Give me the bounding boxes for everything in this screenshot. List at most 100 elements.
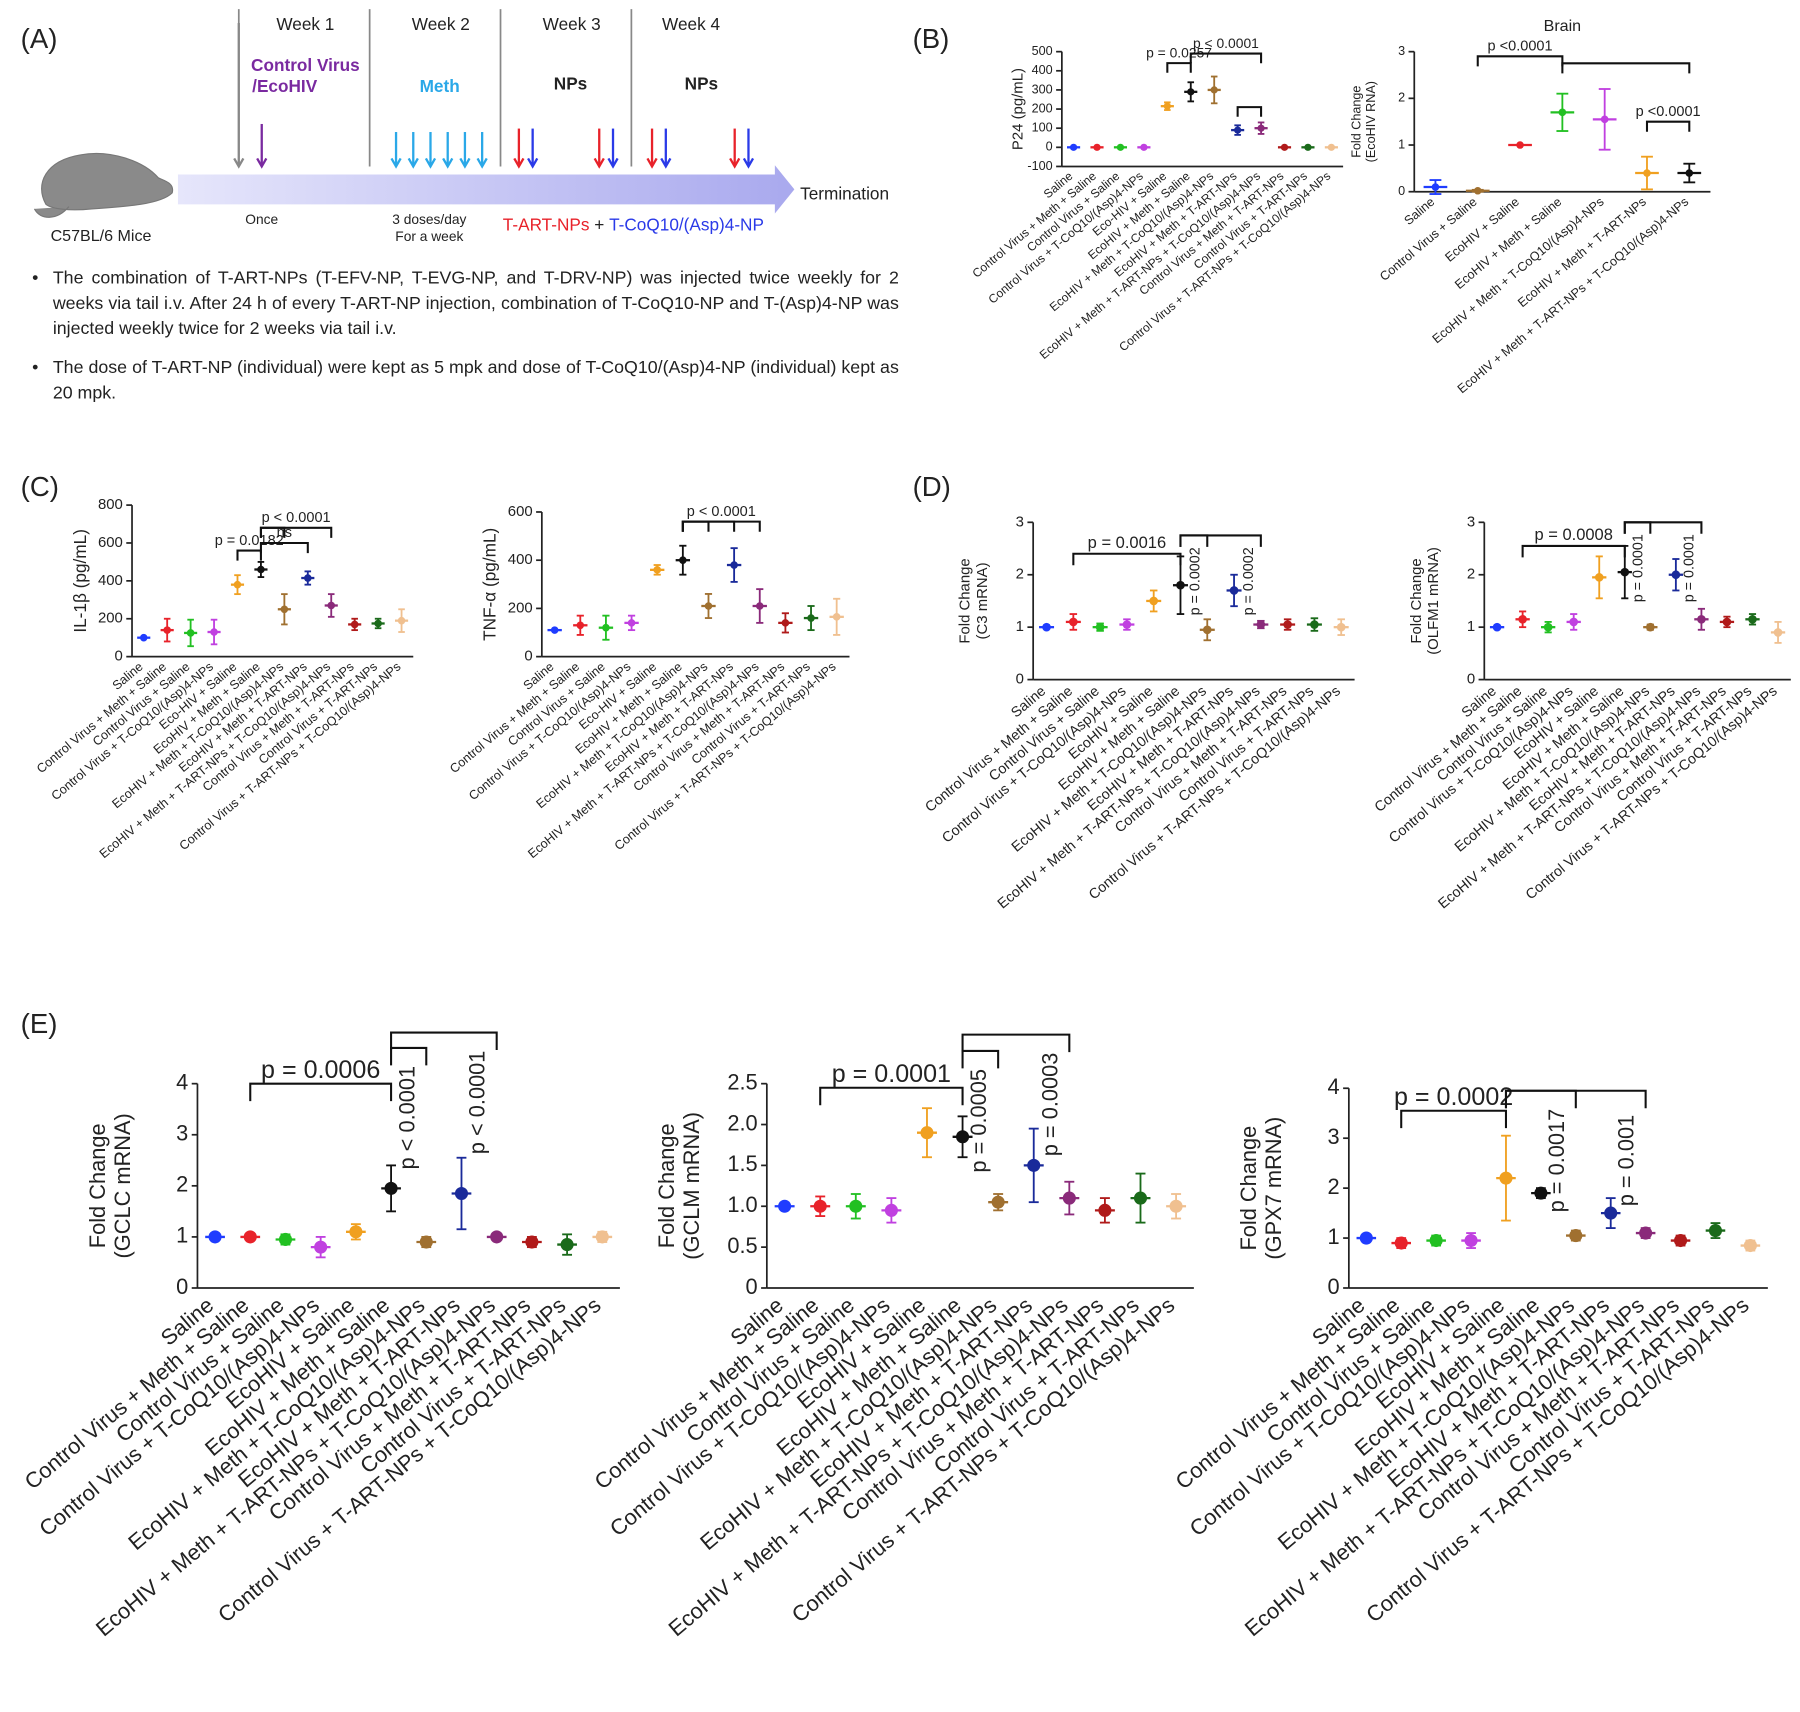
mean-dot xyxy=(832,613,841,621)
y-tick-label: 3 xyxy=(1328,1124,1340,1149)
mean-dot xyxy=(1604,1206,1618,1220)
arrow-head xyxy=(459,157,471,169)
y-tick-label: 0 xyxy=(746,1274,758,1299)
mean-dot xyxy=(278,1232,293,1247)
phase-label: /EcoHIV xyxy=(252,76,318,96)
p-value: p = 0.0001 xyxy=(1682,534,1698,602)
p-value: p = 0.0182 xyxy=(215,533,284,549)
mean-dot xyxy=(186,629,195,637)
arrow-head xyxy=(233,157,245,169)
p-value: p = 0.0002 xyxy=(1241,547,1257,615)
mean-dot xyxy=(1202,625,1212,635)
significance-bracket xyxy=(259,541,309,554)
mean-dot xyxy=(755,602,764,610)
mean-dot xyxy=(1327,143,1336,151)
y-tick-label: 200 xyxy=(508,599,533,616)
mean-dot xyxy=(1359,1231,1373,1245)
significance-bracket xyxy=(1400,1109,1508,1129)
mean-dot xyxy=(1304,143,1312,151)
mean-dot xyxy=(1149,596,1159,606)
significance-bracket xyxy=(259,526,286,538)
mean-dot xyxy=(243,1230,257,1244)
phase-label: NPs xyxy=(685,74,718,94)
significance-bracket xyxy=(681,520,736,532)
mean-dot xyxy=(163,626,171,634)
notes-list: The combination of T-ART-NPs (T-EFV-NP, … xyxy=(32,266,899,406)
arrow-head xyxy=(593,157,605,169)
y-tick-label: 4 xyxy=(1328,1074,1340,1099)
week-label: Week 1 xyxy=(276,14,334,34)
mean-dot xyxy=(1133,1191,1148,1205)
y-axis-label: (GPX7 mRNA) xyxy=(1261,1117,1286,1260)
significance-bracket xyxy=(1189,52,1263,64)
phase-label: Meth xyxy=(420,76,460,96)
y-tick-label: 3 xyxy=(1467,513,1475,530)
y-tick-label: 400 xyxy=(98,572,123,589)
mean-dot xyxy=(627,619,636,627)
y-tick-label: 2.5 xyxy=(727,1069,757,1094)
mean-dot xyxy=(1098,1203,1112,1217)
panel-label: (A) xyxy=(21,23,58,54)
significance-bracket xyxy=(819,1086,964,1106)
y-tick-label: 0.5 xyxy=(727,1233,757,1258)
mean-dot xyxy=(1569,617,1579,627)
significance-bracket xyxy=(1623,521,1652,534)
mean-dot xyxy=(1095,622,1105,632)
y-tick-label: 4 xyxy=(176,1069,188,1094)
mean-dot xyxy=(1163,102,1171,110)
y-tick-label: 2 xyxy=(1398,91,1405,105)
mouse-label: C57BL/6 Mice xyxy=(51,227,152,245)
y-tick-label: 600 xyxy=(98,534,123,551)
mean-dot xyxy=(1518,614,1527,624)
x-tick-label: EcoHIV + Saline xyxy=(1442,195,1522,265)
mean-dot xyxy=(1722,617,1732,627)
week-label: Week 2 xyxy=(412,14,470,34)
arrow-head xyxy=(660,157,672,169)
mean-dot xyxy=(257,565,265,574)
mean-dot xyxy=(781,619,790,627)
y-axis-label: Fold Change xyxy=(957,558,974,643)
arrow-head xyxy=(646,157,658,169)
schedule-note: 3 doses/day xyxy=(392,212,466,227)
mean-dot xyxy=(1116,143,1125,151)
mean-dot xyxy=(1697,614,1706,624)
y-tick-label: 400 xyxy=(508,551,533,568)
significance-bracket xyxy=(1504,1089,1577,1109)
p-value: p = 0.0017 xyxy=(1544,1109,1569,1213)
legend-text: T-ART-NPs xyxy=(503,215,590,235)
significance-bracket xyxy=(681,520,710,532)
significance-bracket xyxy=(249,1082,393,1102)
p-value: p = 0.001 xyxy=(1614,1115,1639,1207)
y-tick-label: 800 xyxy=(98,496,123,513)
phase-label: Control Virus xyxy=(251,55,360,75)
mean-dot xyxy=(576,621,585,630)
p-value: p = 0.0002 xyxy=(1394,1083,1513,1111)
p-value: p = 0.0001 xyxy=(832,1060,951,1088)
mean-dot xyxy=(1310,620,1319,629)
mean-dot xyxy=(602,623,610,632)
legend-item: T-ART-NPs + T-CoQ10/(Asp)4-NP xyxy=(503,215,764,235)
y-tick-label: 1.0 xyxy=(727,1192,757,1217)
mean-dot xyxy=(1336,622,1346,632)
p-value: p = 0.0008 xyxy=(1534,526,1612,544)
significance-bracket xyxy=(1623,521,1703,534)
y-tick-label: 0 xyxy=(176,1274,188,1299)
arrow-head xyxy=(476,157,488,169)
y-tick-label: 2 xyxy=(1328,1174,1340,1199)
y-tick-label: 1 xyxy=(176,1223,188,1248)
mean-dot xyxy=(1122,620,1132,629)
arrow-head xyxy=(607,157,619,169)
y-tick-label: 200 xyxy=(1032,101,1053,115)
mean-dot xyxy=(1234,126,1242,134)
arrow-head xyxy=(729,157,741,169)
significance-bracket xyxy=(1166,62,1192,73)
panel-label: (E) xyxy=(21,1008,58,1039)
y-axis-label: IL-1β (pg/mL) xyxy=(70,529,90,633)
mean-dot xyxy=(1646,622,1655,632)
significance-bracket xyxy=(1476,55,1564,67)
